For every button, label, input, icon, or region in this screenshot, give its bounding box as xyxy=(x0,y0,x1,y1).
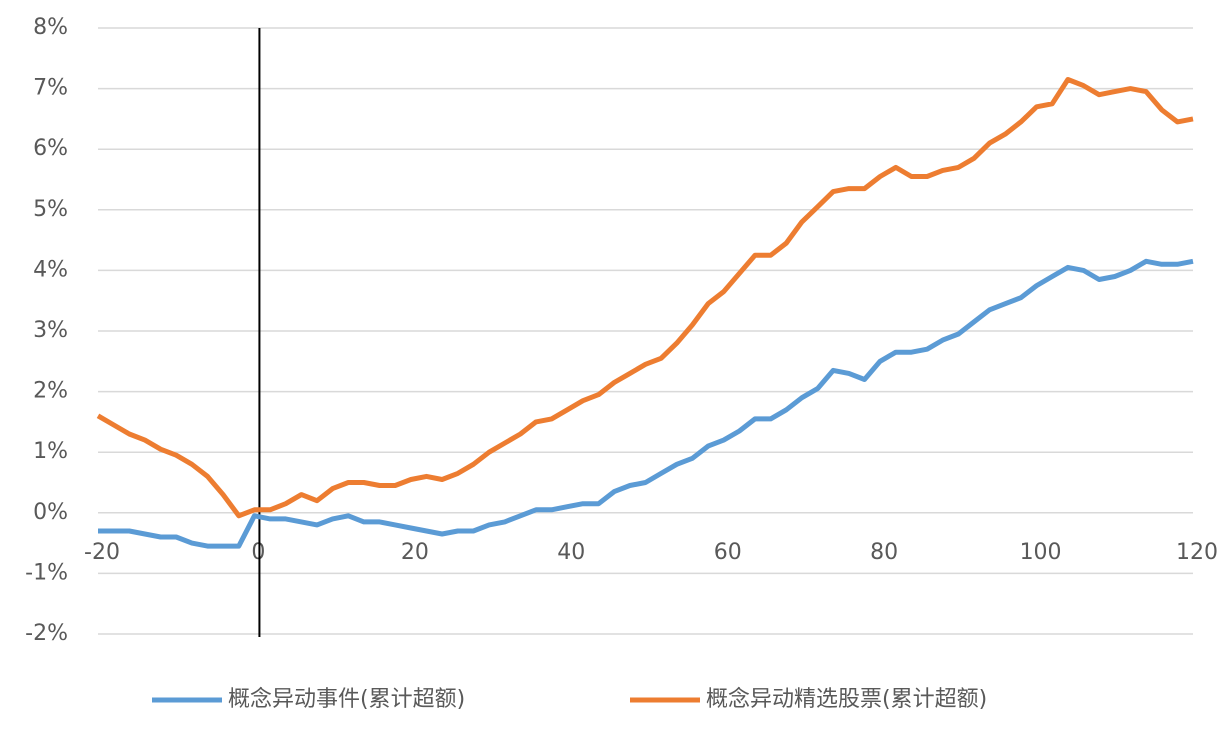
x-tick-label: 60 xyxy=(714,540,742,565)
x-tick-label: -20 xyxy=(84,540,120,565)
y-tick-label: 4% xyxy=(33,257,68,282)
y-tick-label: 3% xyxy=(33,318,68,343)
y-tick-label: -2% xyxy=(25,621,68,646)
y-tick-label: 7% xyxy=(33,76,68,101)
y-tick-label: 8% xyxy=(33,15,68,40)
legend-label: 概念异动事件(累计超额) xyxy=(228,687,465,712)
x-tick-label: 100 xyxy=(1020,540,1062,565)
y-tick-label: 2% xyxy=(33,379,68,404)
x-tick-label: 120 xyxy=(1176,540,1218,565)
legend-label: 概念异动精选股票(累计超额) xyxy=(706,687,987,712)
y-tick-label: 5% xyxy=(33,197,68,222)
y-tick-label: 1% xyxy=(33,439,68,464)
x-tick-label: 20 xyxy=(401,540,429,565)
y-tick-label: -1% xyxy=(25,560,68,585)
series-line xyxy=(96,77,1194,519)
y-tick-label: 0% xyxy=(33,500,68,525)
y-tick-label: 6% xyxy=(33,136,68,161)
x-tick-label: 80 xyxy=(870,540,898,565)
series-line xyxy=(98,258,1194,549)
x-tick-label: 40 xyxy=(557,540,585,565)
